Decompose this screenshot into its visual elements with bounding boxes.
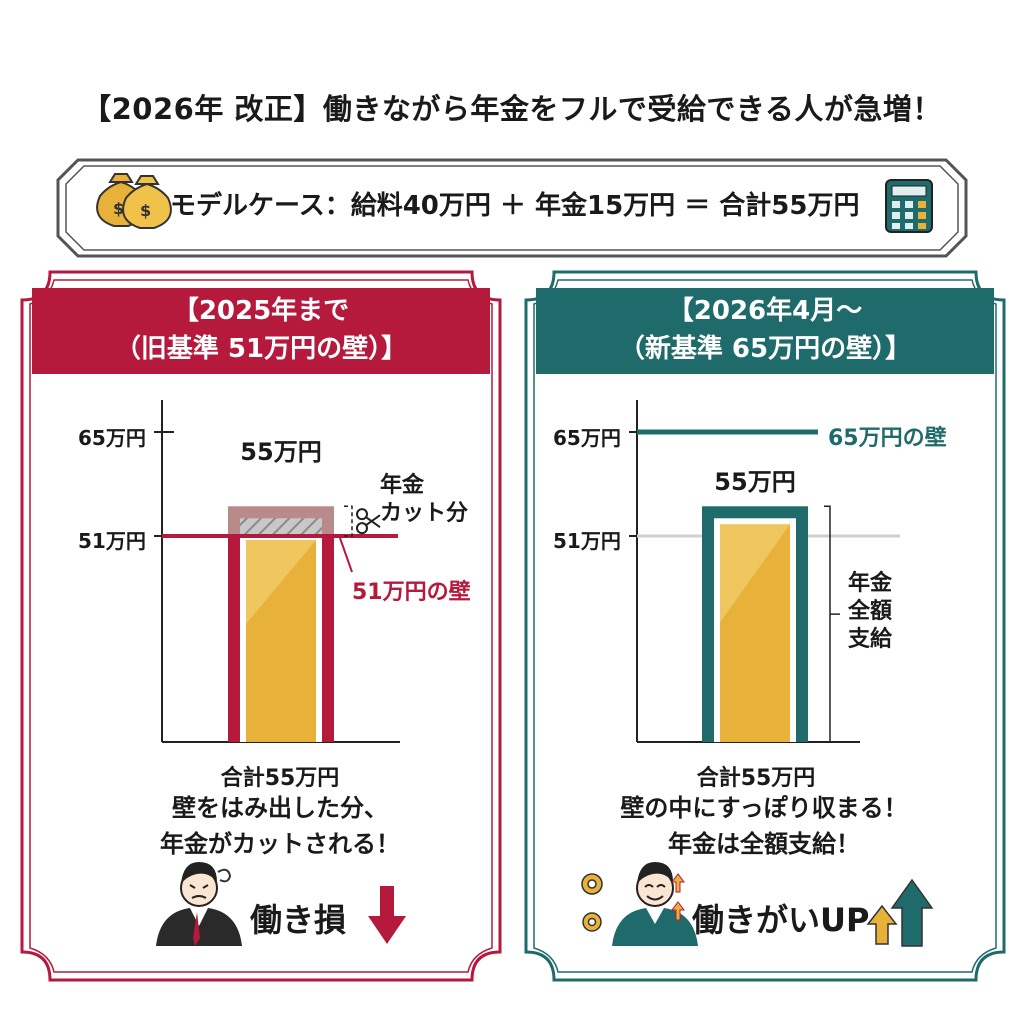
old-total-label: 合計55万円 [220, 766, 340, 791]
svg-text:$: $ [113, 199, 124, 218]
pension-cut-note: 年金 カット分 [380, 473, 469, 526]
new-total-label: 合計55万円 [696, 766, 816, 791]
old-bar-value-label: 55万円 [240, 438, 322, 466]
old-axis-51: 51万円 [78, 529, 146, 553]
new-bar-value-label: 55万円 [714, 468, 796, 496]
pension-full-note: 年金 全額 支給 [848, 571, 893, 652]
old-panel-frame [20, 270, 502, 982]
old-message-line2: 年金がカットされる！ [160, 830, 400, 858]
old-message: 壁をはみ出した分、 年金がカットされる！ [60, 790, 500, 862]
svg-text:$: $ [140, 201, 151, 220]
old-heading-line2: （旧基準 51万円の壁）】 [114, 334, 408, 364]
old-message-line1: 壁をはみ出した分、 [172, 794, 388, 822]
old-axis-65: 65万円 [78, 426, 146, 450]
new-result-text: 働きがいUP [692, 901, 870, 939]
new-message: 壁の中にすっぽり収まる！ 年金は全額支給！ [534, 790, 994, 862]
old-wall-label: 51万円の壁 [352, 580, 471, 605]
new-heading-line1: 【2026年4月〜 [667, 296, 863, 326]
page-title: 【2026年 改正】働きながら年金をフルで受給できる人が急増！ [82, 92, 942, 126]
new-panel-frame [524, 270, 1006, 982]
old-result-text: 働き損 [250, 901, 347, 939]
old-rule-panel: 【2025年まで （旧基準 51万円の壁）】 [20, 270, 502, 982]
new-axis-65: 65万円 [553, 426, 621, 450]
old-heading-line1: 【2025年まで [172, 296, 350, 326]
new-heading-line2: （新基準 65万円の壁）】 [618, 334, 912, 364]
new-rule-panel: 【2026年4月〜 （新基準 65万円の壁）】 [524, 270, 1006, 982]
new-message-line2: 年金は全額支給！ [668, 830, 860, 858]
model-case-text: モデルケース：給料40万円 ＋ 年金15万円 ＝ 合計55万円 [170, 191, 860, 221]
new-message-line1: 壁の中にすっぽり収まる！ [620, 794, 908, 822]
new-axis-51: 51万円 [553, 529, 621, 553]
new-wall-label: 65万円の壁 [828, 426, 947, 451]
